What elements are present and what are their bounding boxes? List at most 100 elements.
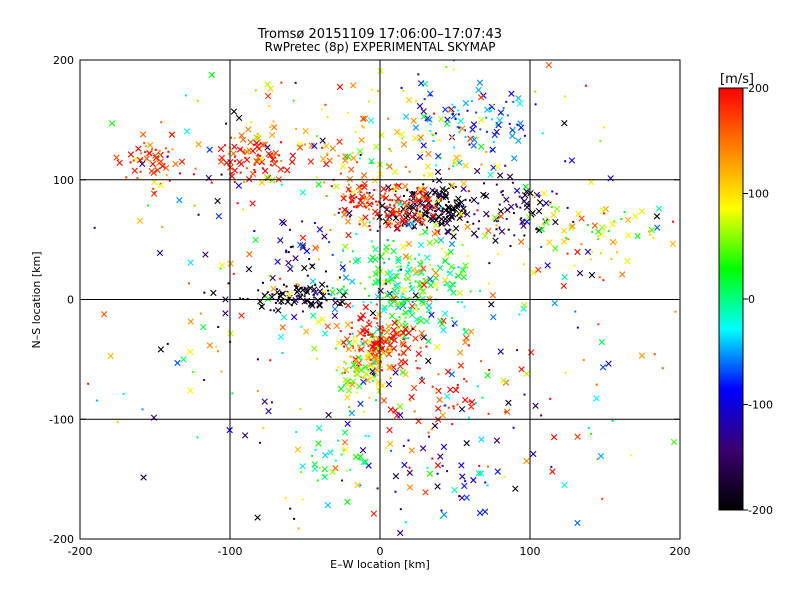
- scatter-point-dot: [647, 230, 650, 233]
- scatter-point-cross: [455, 210, 463, 217]
- scatter-points: [87, 60, 678, 537]
- scatter-point-cross: [406, 469, 414, 476]
- scatter-point-dot: [409, 399, 412, 402]
- scatter-point-dot: [388, 148, 391, 151]
- scatter-point-cross: [324, 323, 331, 330]
- scatter-point-dot: [487, 412, 490, 415]
- scatter-point-cross: [595, 228, 602, 235]
- scatter-point-dot: [409, 284, 412, 287]
- scatter-point-dot: [179, 172, 182, 175]
- scatter-point-dot: [303, 295, 306, 298]
- scatter-point-cross: [345, 345, 353, 353]
- scatter-point-dot: [227, 152, 230, 155]
- scatter-point-dot: [300, 293, 303, 296]
- scatter-point-dot: [233, 137, 236, 140]
- scatter-point-cross: [517, 238, 525, 246]
- scatter-point-dot: [411, 227, 414, 230]
- scatter-point-dot: [254, 89, 257, 92]
- scatter-point-dot: [334, 297, 337, 300]
- scatter-point-cross: [292, 255, 299, 262]
- scatter-point-dot: [291, 245, 294, 248]
- scatter-point-cross: [388, 312, 396, 320]
- scatter-point-dot: [342, 193, 345, 196]
- scatter-point-cross: [200, 323, 207, 331]
- scatter-point-dot: [282, 283, 285, 286]
- scatter-point-dot: [277, 295, 280, 298]
- scatter-point-cross: [638, 352, 646, 359]
- scatter-point-cross: [315, 440, 322, 447]
- scatter-point-cross: [311, 142, 318, 150]
- scatter-point-dot: [365, 366, 368, 369]
- scatter-point-dot: [244, 152, 247, 155]
- scatter-point-cross: [489, 292, 497, 299]
- scatter-point-cross: [496, 117, 504, 124]
- scatter-point-dot: [434, 132, 437, 135]
- scatter-point-dot: [319, 291, 322, 294]
- scatter-point-dot: [122, 393, 125, 396]
- scatter-point-dot: [535, 228, 538, 231]
- scatter-point-cross: [349, 193, 356, 200]
- scatter-point-dot: [360, 358, 363, 361]
- scatter-point-cross: [402, 359, 409, 366]
- scatter-point-dot: [140, 152, 143, 155]
- scatter-point-cross: [481, 232, 489, 240]
- scatter-point-dot: [243, 181, 246, 184]
- scatter-point-cross: [434, 483, 441, 490]
- scatter-point-dot: [407, 439, 410, 442]
- scatter-point-cross: [597, 452, 605, 460]
- scatter-point-dot: [351, 151, 354, 154]
- scatter-point-cross: [512, 485, 519, 492]
- scatter-point-cross: [303, 328, 310, 335]
- scatter-point-cross: [406, 254, 413, 261]
- scatter-point-dot: [337, 211, 340, 214]
- scatter-point-dot: [386, 239, 389, 242]
- scatter-point-cross: [392, 282, 400, 289]
- scatter-point-cross: [380, 397, 388, 404]
- scatter-point-cross: [480, 191, 487, 199]
- scatter-point-cross: [598, 338, 606, 346]
- scatter-point-cross: [367, 117, 375, 124]
- scatter-point-dot: [411, 300, 414, 303]
- scatter-point-dot: [563, 95, 566, 98]
- scatter-point-dot: [291, 265, 294, 268]
- scatter-point-cross: [435, 196, 442, 204]
- scatter-point-dot: [354, 349, 357, 352]
- scatter-point-dot: [383, 198, 386, 201]
- scatter-point-dot: [347, 183, 350, 186]
- scatter-point-cross: [127, 151, 135, 158]
- scatter-point-cross: [402, 183, 409, 190]
- scatter-point-dot: [395, 318, 398, 321]
- scatter-point-dot: [404, 521, 407, 524]
- scatter-point-dot: [599, 252, 602, 255]
- scatter-point-dot: [167, 150, 170, 153]
- scatter-point-dot: [597, 323, 600, 326]
- scatter-point-cross: [131, 167, 138, 174]
- scatter-point-cross: [522, 183, 529, 190]
- scatter-point-cross: [187, 259, 194, 266]
- scatter-point-cross: [405, 344, 412, 352]
- scatter-point-dot: [501, 113, 504, 116]
- scatter-point-dot: [365, 379, 368, 382]
- scatter-point-cross: [264, 81, 271, 88]
- scatter-point-cross: [462, 262, 469, 269]
- x-tick-label: -100: [218, 545, 243, 558]
- scatter-point-dot: [506, 209, 509, 212]
- scatter-point-cross: [420, 194, 428, 202]
- scatter-point-cross: [294, 446, 302, 453]
- scatter-point-dot: [383, 261, 386, 264]
- scatter-point-cross: [442, 187, 450, 194]
- scatter-point-cross: [488, 103, 496, 110]
- scatter-point-dot: [245, 167, 248, 170]
- scatter-point-cross: [372, 340, 380, 348]
- scatter-point-dot: [390, 222, 393, 225]
- scatter-point-dot: [420, 150, 423, 153]
- scatter-point-cross: [341, 206, 348, 213]
- scatter-point-cross: [253, 134, 260, 141]
- scatter-point-dot: [372, 217, 375, 220]
- scatter-point-dot: [149, 160, 152, 163]
- scatter-point-cross: [231, 167, 239, 174]
- scatter-point-cross: [449, 182, 456, 189]
- scatter-point-dot: [152, 187, 155, 190]
- scatter-point-cross: [422, 489, 429, 496]
- scatter-point-dot: [451, 317, 454, 320]
